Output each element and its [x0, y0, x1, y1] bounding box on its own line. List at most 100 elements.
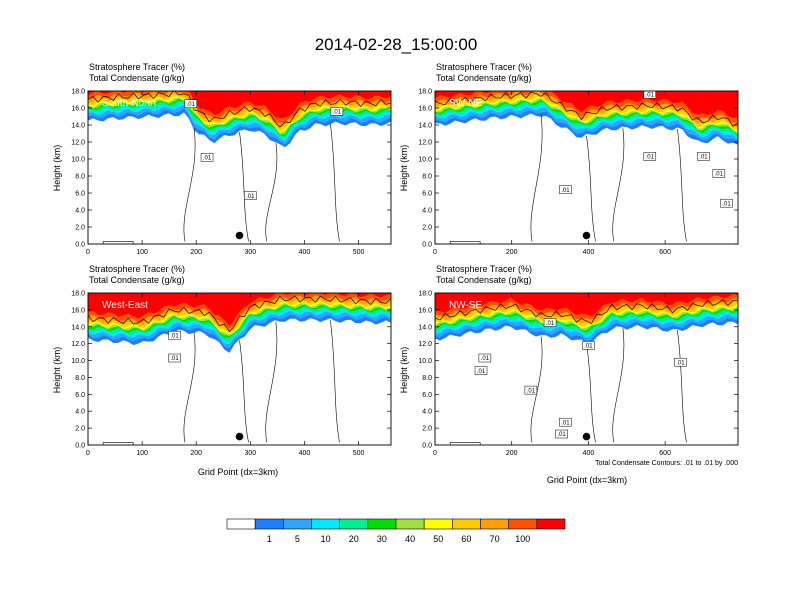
y-tick-label: 2.0	[422, 426, 432, 433]
panel-name: NW-SE	[449, 300, 482, 311]
panel-west-east: Stratosphere Tracer (%) Total Condensate…	[52, 264, 392, 477]
contour-label-text: .01	[333, 110, 342, 116]
panel-title-line1: Stratosphere Tracer (%)	[89, 264, 185, 274]
condensate-contour	[265, 321, 278, 443]
y-tick-label: 0.0	[422, 443, 432, 450]
location-marker	[582, 432, 591, 441]
contour-label: .01	[582, 341, 595, 350]
y-tick-label: 2.0	[75, 225, 85, 232]
plot-area: .01 .01 .01 .01 .01 .01 SW-NE 0.0 2.0 4.0 6.0 8.0 10…	[418, 89, 739, 256]
x-tick-label: 400	[299, 450, 311, 457]
colorbar-label: 5	[295, 534, 300, 544]
contour-label: .01	[697, 152, 710, 161]
location-marker	[235, 432, 244, 441]
contour-label: .01	[720, 198, 733, 208]
y-tick-label: 10.0	[418, 157, 432, 164]
condensate-contour	[239, 340, 249, 443]
y-tick-label: 6.0	[422, 392, 432, 399]
plot-frame	[434, 292, 739, 446]
y-tick-label: 8.0	[75, 375, 85, 382]
panel-south-north: Stratosphere Tracer (%) Total Condensate…	[52, 62, 392, 256]
y-tick-label: 8.0	[422, 375, 432, 382]
contour-label: .01	[330, 107, 344, 116]
contour-label: .01	[200, 153, 214, 162]
contour-label: .01	[643, 91, 657, 99]
contour-label-text: .01	[557, 432, 566, 438]
x-tick-label: 100	[136, 249, 148, 256]
y-tick-label: 16.0	[71, 307, 85, 314]
contour-label: .01	[543, 318, 557, 327]
contour-label-text: .01	[646, 155, 655, 161]
condensate-contour	[677, 128, 687, 242]
tracer-field: .01 .01 .01 .01 .01 .01 .01 .01	[435, 293, 738, 445]
x-tick-label: 500	[353, 450, 365, 457]
y-tick-label: 6.0	[75, 191, 85, 198]
x-tick-label: 200	[506, 249, 518, 256]
plot-area: .01 .01 .01 .01 South-North 0.0 2.0 4.0 6.0 8.0 10…	[71, 89, 392, 256]
tracer-level-band	[88, 91, 391, 124]
x-tick-label: 400	[583, 450, 595, 457]
panel-title-line1: Stratosphere Tracer (%)	[436, 264, 532, 274]
colorbar-swatch	[395, 518, 425, 530]
condensate-contour	[239, 132, 249, 242]
contour-label: .01	[559, 185, 572, 194]
x-tick-label: 300	[244, 249, 256, 256]
condensate-contour	[677, 330, 687, 443]
contour-label-text: .01	[170, 333, 179, 339]
colorbar-label: 40	[405, 534, 415, 544]
y-tick-label: 16.0	[71, 106, 85, 113]
condensate-contour	[183, 128, 196, 242]
x-axis-label: Grid Point (dx=3km)	[198, 467, 278, 477]
contour-label-text: .01	[481, 356, 490, 362]
condensate-contour	[449, 442, 481, 445]
colorbar-label: 50	[433, 534, 443, 544]
condensate-contour	[102, 442, 134, 445]
colorbar: 1 5 10 20 30 40 50 60 70 100	[226, 518, 566, 544]
panel-title-line1: Stratosphere Tracer (%)	[89, 62, 185, 72]
contour-label: .01	[184, 99, 198, 108]
contour-label-text: .01	[722, 201, 731, 207]
condensate-contour	[435, 299, 738, 324]
x-tick-label: 600	[659, 450, 671, 457]
tracer-level-band	[435, 91, 738, 118]
y-axis-label: Height (km)	[52, 347, 62, 394]
panel-name: West-East	[102, 300, 148, 311]
plot-frame	[87, 292, 392, 446]
y-tick-label: 8.0	[422, 174, 432, 181]
contour-label: .01	[244, 191, 257, 200]
colorbar-label: 1	[267, 534, 272, 544]
x-tick-label: 400	[299, 249, 311, 256]
condensate-contour	[612, 128, 625, 242]
tracer-field: .01 .01 .01 .01 .01 .01	[435, 91, 738, 244]
contour-label-text: .01	[187, 102, 196, 108]
contour-label-text: .01	[699, 155, 708, 161]
y-tick-label: 0.0	[422, 242, 432, 249]
colorbar-label: 60	[461, 534, 471, 544]
x-tick-label: 200	[190, 249, 202, 256]
y-tick-label: 14.0	[418, 324, 432, 331]
panel-name: SW-NE	[449, 98, 482, 109]
y-tick-label: 2.0	[75, 426, 85, 433]
colorbar-swatch	[508, 518, 538, 530]
colorbar-label: 70	[490, 534, 500, 544]
y-tick-label: 10.0	[71, 358, 85, 365]
y-tick-label: 14.0	[71, 123, 85, 130]
panel-title-line1: Stratosphere Tracer (%)	[436, 62, 532, 72]
y-axis-label: Height (km)	[399, 145, 409, 192]
contour-label: .01	[478, 353, 492, 363]
contour-label: .01	[168, 330, 181, 340]
contour-label: .01	[524, 385, 538, 395]
contour-label: .01	[712, 169, 726, 178]
y-axis-label: Height (km)	[52, 145, 62, 192]
y-tick-label: 8.0	[75, 174, 85, 181]
colorbar-label: 10	[321, 534, 331, 544]
y-tick-label: 0.0	[75, 242, 85, 249]
y-tick-label: 12.0	[418, 341, 432, 348]
colorbar-swatch	[311, 518, 340, 530]
colorbar-swatch	[536, 518, 566, 530]
colorbar-swatch	[226, 518, 256, 530]
y-tick-label: 16.0	[418, 106, 432, 113]
y-tick-label: 14.0	[71, 324, 85, 331]
y-tick-label: 12.0	[418, 140, 432, 147]
